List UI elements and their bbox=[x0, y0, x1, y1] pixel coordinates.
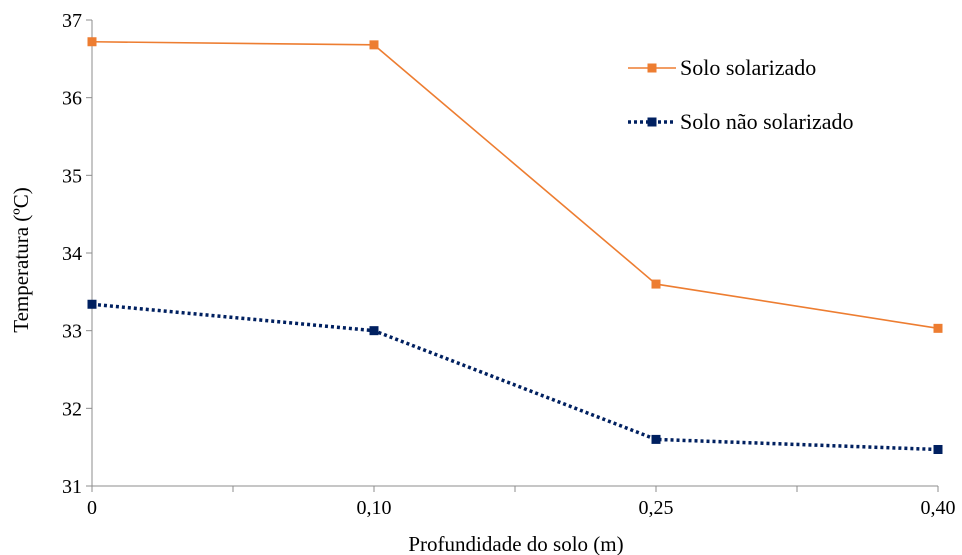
series-line bbox=[91, 40, 939, 330]
y-tick-label: 32 bbox=[62, 398, 82, 420]
series-1 bbox=[87, 37, 943, 333]
y-axis-title: Temperatura (ºC) bbox=[9, 187, 33, 333]
data-point bbox=[369, 40, 379, 50]
legend: Solo solarizado Solo não solarizado bbox=[628, 55, 854, 134]
series-2 bbox=[87, 299, 943, 454]
legend-label: Solo não solarizado bbox=[680, 109, 854, 134]
y-axis-ticks: 31 32 33 34 35 36 37 bbox=[62, 10, 92, 498]
legend-swatch-marker bbox=[647, 63, 657, 73]
data-point bbox=[87, 37, 97, 47]
y-tick-label: 34 bbox=[62, 243, 82, 265]
x-tick-label: 0,10 bbox=[357, 497, 392, 519]
data-point bbox=[369, 326, 379, 336]
y-tick-label: 31 bbox=[62, 476, 82, 498]
y-tick-label: 37 bbox=[62, 10, 82, 32]
x-tick-label: 0,25 bbox=[639, 497, 674, 519]
series-line bbox=[91, 302, 939, 452]
y-tick-label: 33 bbox=[62, 321, 82, 343]
y-tick-label: 36 bbox=[62, 88, 82, 110]
data-point bbox=[933, 323, 943, 333]
data-point bbox=[651, 434, 661, 444]
axes bbox=[91, 20, 938, 487]
legend-item: Solo não solarizado bbox=[628, 109, 854, 134]
x-tick-label: 0 bbox=[87, 497, 97, 519]
y-tick-label: 35 bbox=[62, 165, 82, 187]
data-point bbox=[87, 299, 97, 309]
x-axis-ticks: 0 0,10 0,25 0,40 bbox=[87, 486, 956, 519]
legend-item: Solo solarizado bbox=[628, 55, 816, 80]
legend-label: Solo solarizado bbox=[680, 55, 816, 80]
x-axis-title: Profundidade do solo (m) bbox=[408, 532, 623, 555]
x-tick-label: 0,40 bbox=[921, 497, 956, 519]
data-point bbox=[933, 444, 943, 454]
legend-swatch-marker bbox=[647, 117, 657, 127]
series-layer bbox=[87, 37, 943, 454]
data-point bbox=[651, 279, 661, 289]
